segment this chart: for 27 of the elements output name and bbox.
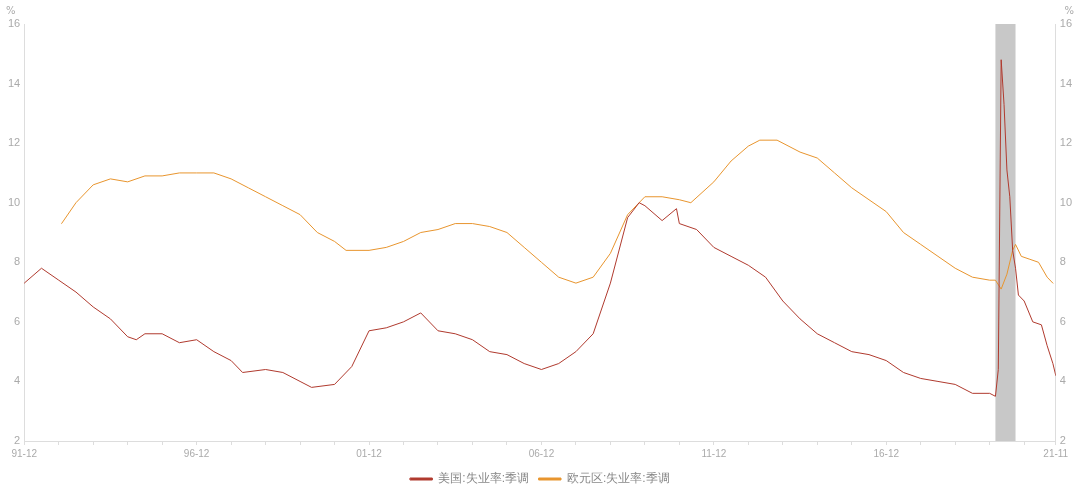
x-tick-label: 91-12: [11, 447, 38, 459]
x-tick-label: 16-12: [873, 447, 900, 459]
y2-axis-title: %: [1064, 4, 1074, 16]
y-tick-label: 8: [14, 255, 21, 268]
y-tick-label: 14: [7, 76, 21, 89]
y-tick-label: 12: [7, 136, 21, 149]
x-tick-label: 06-12: [528, 447, 555, 459]
y-tick-label: 4: [14, 374, 21, 387]
y-tick-label: 6: [14, 314, 21, 327]
x-tick-label: 11-12: [701, 447, 727, 459]
y2-tick-label: 6: [1059, 314, 1066, 327]
legend-label: 欧元区:失业率:季调: [567, 471, 670, 486]
y2-tick-label: 12: [1059, 136, 1073, 149]
y2-tick-label: 2: [1059, 434, 1066, 447]
y2-tick-label: 10: [1059, 195, 1073, 208]
y2-tick-label: 16: [1059, 17, 1073, 30]
legend-label: 美国:失业率:季调: [438, 471, 529, 486]
y-axis-title: %: [6, 4, 16, 16]
x-tick-label: 21-11: [1043, 447, 1069, 459]
x-tick-label: 96-12: [183, 447, 210, 459]
y-tick-label: 16: [7, 17, 21, 30]
y2-tick-label: 4: [1059, 374, 1066, 387]
y2-tick-label: 8: [1059, 255, 1066, 268]
y-tick-label: 10: [7, 195, 21, 208]
y2-tick-label: 14: [1059, 76, 1073, 89]
x-tick-label: 01-12: [356, 447, 383, 459]
y-tick-label: 2: [14, 434, 21, 447]
